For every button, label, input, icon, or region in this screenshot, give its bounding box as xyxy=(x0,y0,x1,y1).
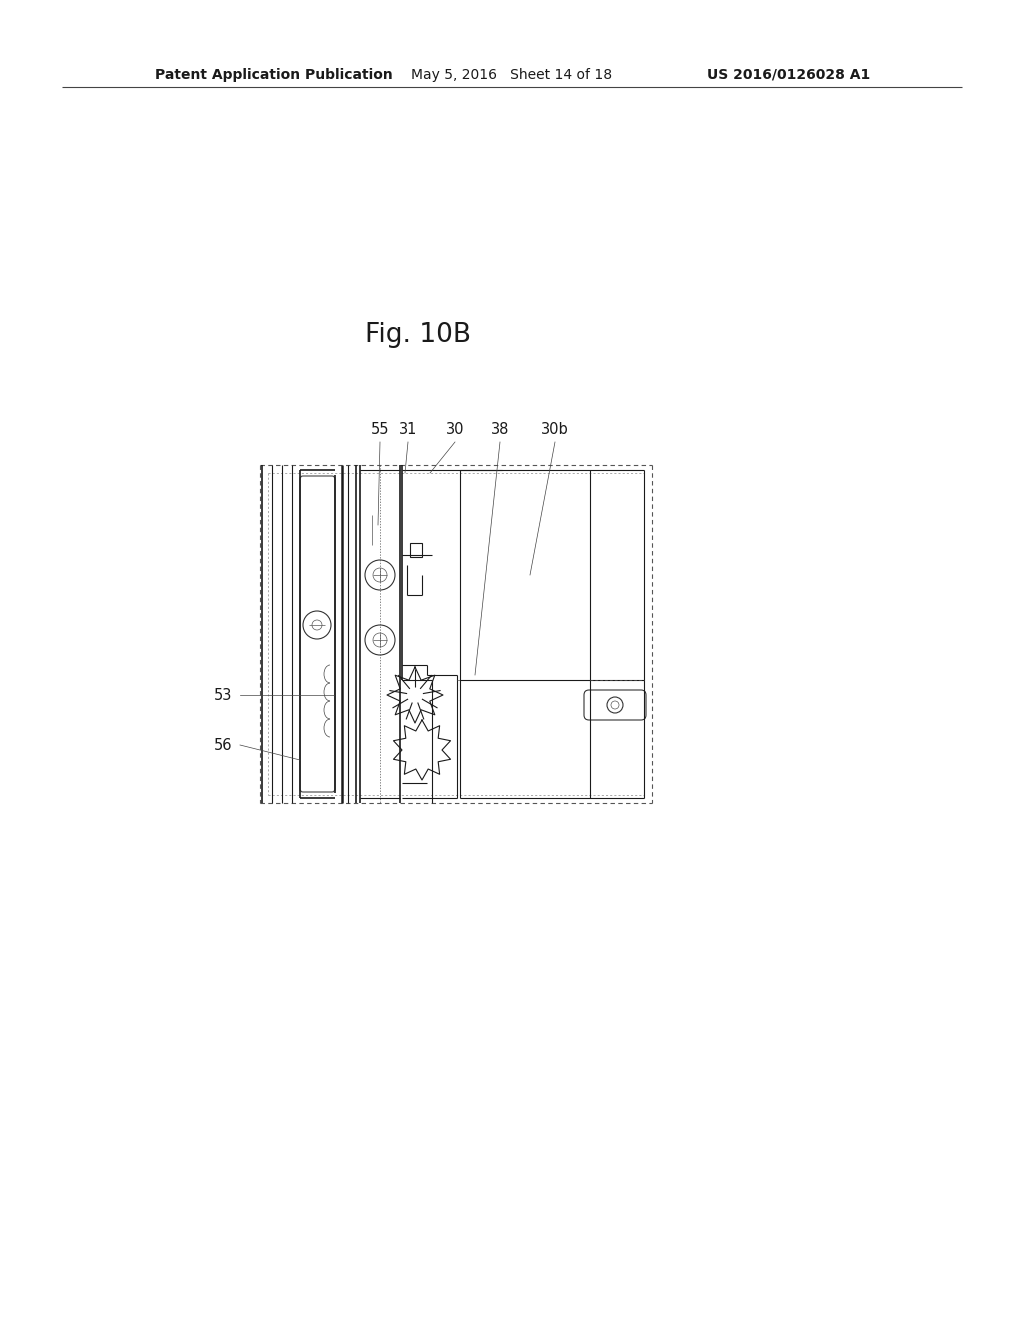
Bar xyxy=(410,543,422,557)
Text: 53: 53 xyxy=(214,688,232,702)
Text: 56: 56 xyxy=(213,738,232,752)
Text: 30: 30 xyxy=(445,422,464,437)
Text: US 2016/0126028 A1: US 2016/0126028 A1 xyxy=(707,69,870,82)
Text: 31: 31 xyxy=(398,422,417,437)
Text: Fig. 10B: Fig. 10B xyxy=(365,322,471,348)
Text: 38: 38 xyxy=(490,422,509,437)
Text: 30b: 30b xyxy=(541,422,569,437)
Text: Patent Application Publication: Patent Application Publication xyxy=(155,69,393,82)
Text: May 5, 2016   Sheet 14 of 18: May 5, 2016 Sheet 14 of 18 xyxy=(412,69,612,82)
Text: 55: 55 xyxy=(371,422,389,437)
